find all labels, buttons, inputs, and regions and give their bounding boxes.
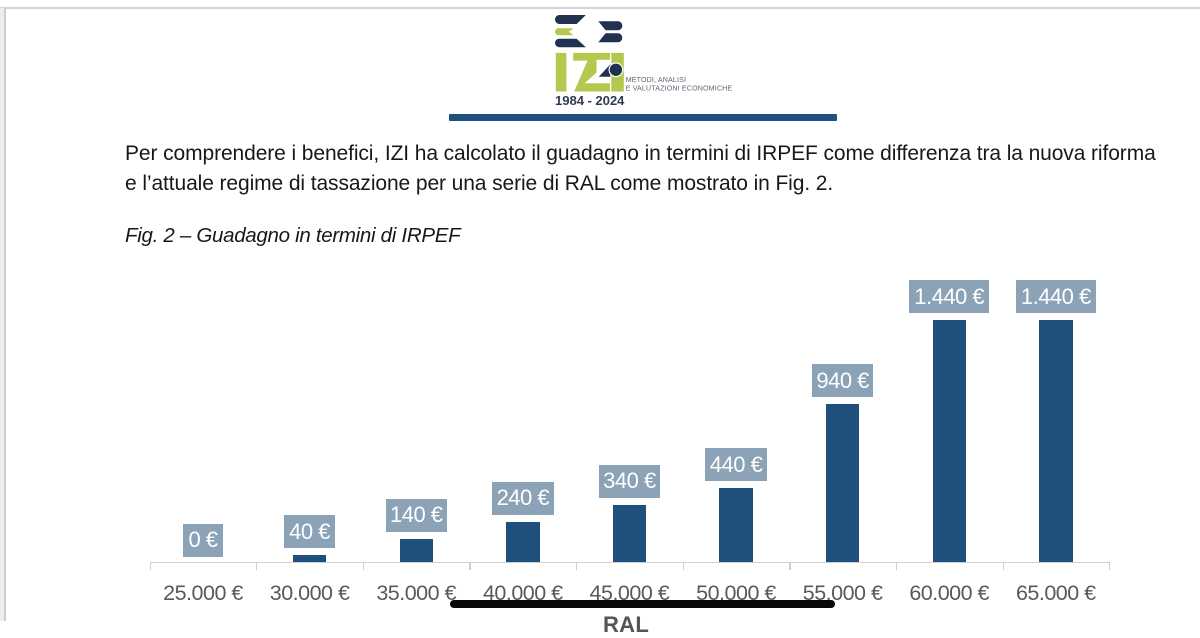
svg-text:METODI, ANALISI: METODI, ANALISI xyxy=(626,76,686,84)
svg-text:E VALUTAZIONI ECONOMICHE: E VALUTAZIONI ECONOMICHE xyxy=(626,84,733,92)
svg-text:1984 - 2024: 1984 - 2024 xyxy=(555,93,625,108)
